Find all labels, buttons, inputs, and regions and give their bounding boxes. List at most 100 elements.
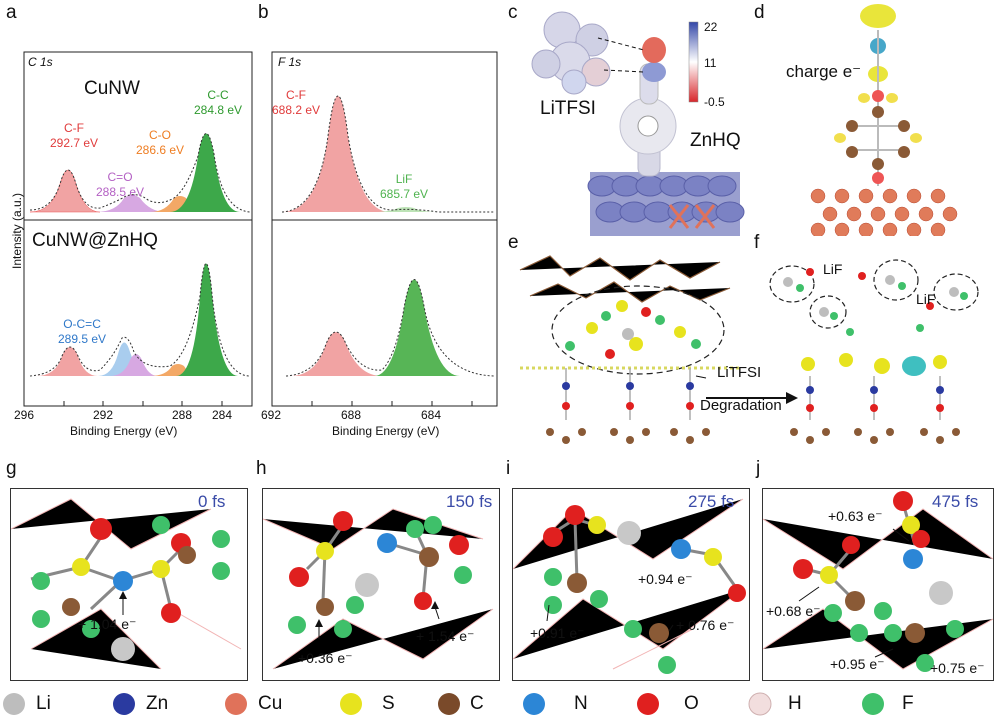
tick-a-292: 292	[93, 408, 114, 422]
envelope-f-bottom	[285, 279, 495, 377]
lif-label-2: LiF	[916, 291, 936, 307]
interaction-dashes	[597, 37, 645, 73]
panel-label-a: a	[6, 2, 17, 23]
charge-molecule	[834, 4, 922, 186]
peak-f-lif-top	[374, 207, 438, 212]
panel-label-f: f	[754, 232, 760, 253]
peak-cc-top	[170, 133, 240, 212]
legend-li: Li	[36, 693, 51, 714]
panel-label-e: e	[508, 232, 519, 253]
md-frame-i	[512, 488, 750, 681]
label-f-lif: LiF 685.7 eV	[380, 172, 429, 201]
legend-c: C	[470, 693, 484, 714]
panel-e-structure	[519, 255, 740, 444]
md-frame-g	[10, 488, 248, 681]
f1s-ticks	[271, 401, 473, 406]
lif-circle-3	[873, 259, 919, 301]
xps-b-xlabel: Binding Energy (eV)	[332, 424, 440, 438]
lif-label-1: LiF	[823, 261, 843, 277]
esp-scale-min: -0.5	[704, 95, 725, 109]
md-charge-g-1: + 1.04 e⁻	[78, 616, 137, 632]
arrow-label-top: LiTFSI	[717, 364, 762, 381]
xps-a-xlabel: Binding Energy (eV)	[70, 424, 178, 438]
label-f-cf: C-F 688.2 eV	[272, 88, 321, 117]
md-charge-i-3: + 0.76 e⁻	[676, 617, 735, 633]
legend-n: N	[574, 693, 588, 714]
md-charge-j-3: +0.95 e⁻	[830, 656, 885, 672]
c1s-bottom-peaks	[29, 263, 251, 377]
legend-zn: Zn	[146, 693, 169, 714]
tick-a-288: 288	[172, 408, 193, 422]
degradation-arrow	[695, 375, 798, 404]
panel-label-j: j	[756, 458, 761, 479]
tick-b-688: 688	[341, 408, 362, 422]
tick-a-284: 284	[212, 408, 233, 422]
md-charge-h-2: + 1.54 e⁻	[416, 628, 475, 644]
label-ocbc-a: O-C=C 289.5 eV	[58, 317, 107, 346]
f1s-bottom-peaks	[285, 279, 495, 377]
md-structure-h	[263, 508, 494, 670]
panel-label-h: h	[256, 458, 267, 479]
peak-cc-bottom	[176, 263, 238, 376]
tick-a-296: 296	[14, 408, 35, 422]
md-charge-j-1: +0.63 e⁻	[828, 508, 883, 524]
peak-cdo-bottom	[110, 354, 158, 376]
lif-circle-2	[809, 295, 847, 329]
xps-a-top-sample: CuNW	[84, 78, 140, 99]
lif-circle-1	[769, 265, 815, 303]
esp-colorbar	[688, 21, 699, 103]
charge-label: charge e⁻	[786, 62, 862, 81]
esp-litfsi-label: LiTFSI	[540, 98, 596, 119]
xps-a-bottom-sample: CuNW@ZnHQ	[32, 230, 158, 251]
label-cf-a: C-F 292.7 eV	[50, 121, 99, 150]
legend-h: H	[788, 693, 802, 714]
md-frame-h	[262, 488, 500, 681]
panel-e-dashed-region	[551, 285, 725, 375]
esp-scale-max: 22	[704, 20, 718, 34]
peak-f-lif-bottom	[374, 279, 460, 376]
litfsi-cluster	[531, 11, 611, 95]
peak-f-cf-bottom	[290, 332, 382, 376]
legend-cu: Cu	[258, 693, 283, 714]
md-time-g: 0 fs	[198, 492, 226, 511]
label-co-a: C-O 286.6 eV	[136, 128, 185, 157]
tick-b-692: 692	[261, 408, 282, 422]
xps-f1s-frame	[271, 51, 498, 407]
xps-b-spectrum-label: F 1s	[278, 55, 302, 69]
panel-label-b: b	[258, 2, 269, 23]
md-charge-j-2: +0.68 e⁻	[766, 603, 821, 619]
panel-label-i: i	[506, 458, 511, 479]
md-charge-j-4: +0.75 e⁻	[930, 660, 985, 676]
envelope-f-top	[281, 95, 494, 213]
md-time-j: 475 fs	[932, 492, 979, 511]
xps-f1s-chart	[271, 51, 498, 407]
atom-legend: Li Zn Cu S C N O H F	[0, 685, 1000, 723]
md-structure-j	[763, 491, 993, 672]
peak-cf-bottom	[36, 347, 98, 376]
xps-a-ylabel: Intensity (a.u.)	[10, 192, 24, 270]
md-structure-g	[11, 498, 242, 670]
envelope-bottom	[29, 263, 251, 377]
panel-label-c: c	[508, 2, 518, 23]
panel-label-g: g	[6, 458, 17, 479]
esp-znhq-label: ZnHQ	[690, 130, 741, 151]
label-cdo-a: C=O 288.5 eV	[96, 170, 145, 199]
md-charge-h-1: +0.36 e⁻	[298, 650, 353, 666]
peak-co-double-top	[96, 195, 166, 212]
xps-a-spectrum-label: C 1s	[28, 55, 53, 69]
peak-cf-top	[29, 169, 101, 213]
esp-illustration	[531, 11, 745, 236]
xps-c1s-chart	[23, 51, 253, 407]
esp-scale-mid: 11	[704, 56, 717, 70]
legend-s: S	[382, 693, 395, 714]
md-structure-i	[513, 498, 746, 674]
cu-slab-d	[810, 188, 958, 236]
lif-circle-4	[933, 273, 979, 311]
znhq-molecule	[619, 37, 677, 177]
panel-label-d: d	[754, 2, 765, 23]
legend-markers	[3, 692, 884, 716]
c1s-top-peaks	[29, 133, 251, 213]
interface-snapshots	[519, 255, 979, 444]
panel-f-structure	[769, 259, 979, 444]
c1s-ticks	[23, 401, 223, 406]
